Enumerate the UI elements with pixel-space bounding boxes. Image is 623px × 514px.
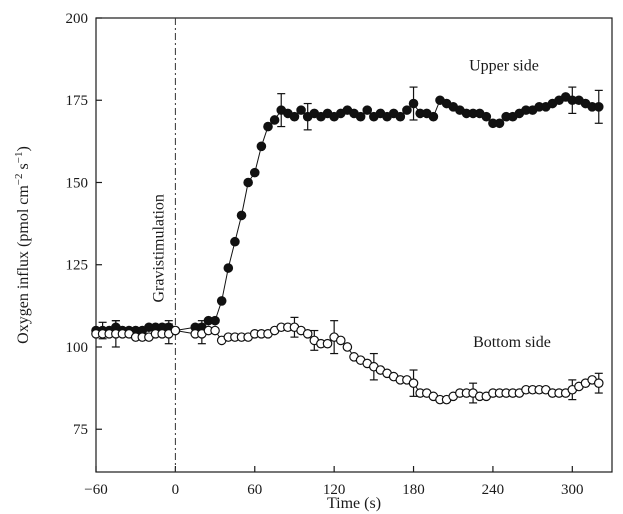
y-tick-label: 125 [66,258,89,274]
upper-side-label: Upper side [469,58,539,75]
x-tick-label: −60 [84,482,107,498]
upper-side-point [236,210,247,221]
x-tick-label: 300 [561,482,584,498]
upper-side-point [408,98,419,109]
upper-side-point [355,111,366,122]
y-tick-label: 150 [66,175,89,191]
series-upper-side [91,86,604,340]
upper-side-point [263,121,273,132]
upper-side-point [243,177,253,188]
upper-side-point [494,118,505,129]
upper-side-point [249,167,260,178]
upper-side-point [216,296,227,306]
upper-side-point [289,111,300,122]
upper-side-point [296,105,306,115]
x-tick-label: 240 [482,482,505,498]
bottom-side-point [593,378,604,388]
upper-side-point [395,111,406,122]
y-axis-title-end: ) [15,146,32,151]
bottom-side-point [302,329,313,339]
bottom-side-label: Bottom side [473,334,551,351]
x-axis-title: Time (s) [327,495,381,512]
bottom-side-point [408,378,419,388]
y-tick-label: 100 [66,340,89,356]
bottom-side-point [335,335,346,346]
bottom-side-point [170,325,181,336]
upper-side-point [256,141,267,152]
y-tick-label: 200 [66,11,89,27]
y-tick-label: 75 [73,422,88,438]
y-axis-title-mid: s [15,163,32,173]
y-axis-title-exp2: −1 [13,152,25,164]
y-tick-label: 175 [66,93,89,109]
bottom-side-point [210,325,220,336]
upper-side-point [593,102,604,112]
x-tick-label: 60 [247,482,262,498]
y-axis-title: Oxygen influx (pmol cm−2 s−1) [13,146,32,344]
plot-frame [95,17,613,473]
upper-side-point [230,236,240,247]
upper-side-point [269,115,280,125]
y-axis-title-main: Oxygen influx (pmol cm [15,185,32,344]
upper-side-point [402,105,412,115]
upper-side-point [362,105,373,115]
ticks: −60 0 60 120 180 240 300 75 100 125 150 175 200 [66,11,584,498]
x-tick-label: 120 [323,482,346,498]
upper-side-point [210,315,220,326]
upper-side-point [428,111,439,122]
gravistimulation-label: Gravistimulation [150,194,167,302]
upper-side-point [481,111,492,122]
y-axis-title-exp1: −2 [13,173,25,185]
series-bottom-side [91,316,604,405]
x-tick-label: 180 [402,482,425,498]
axes [95,17,613,473]
bottom-side-point [342,342,353,352]
bottom-side-point [322,338,333,349]
upper-side-line [96,96,599,332]
upper-side-point [223,263,234,273]
x-tick-label: 0 [172,482,180,498]
